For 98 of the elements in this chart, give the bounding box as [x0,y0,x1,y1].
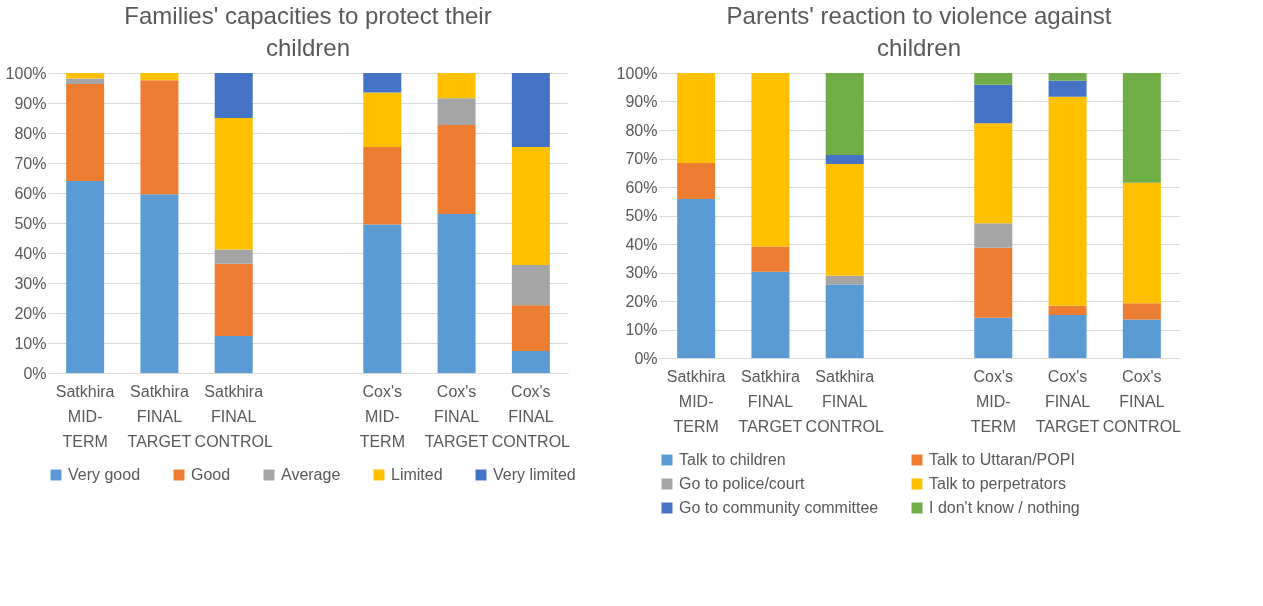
y-tick-label: 30% [14,274,47,292]
bar [677,198,716,358]
chart-title: Parents' reaction to violence against children [726,2,1112,61]
bar [825,284,864,358]
legend-label: Very limited [493,466,576,483]
bar [437,73,476,99]
bar [363,92,402,148]
bar [214,73,253,118]
y-tick-label: 40% [625,235,658,253]
bar [214,336,253,373]
bar [140,194,179,373]
y-tick-label: 10% [14,334,47,352]
bar [214,249,253,264]
bar [1048,80,1087,97]
y-tick-label: 80% [14,124,47,142]
bar [825,275,864,285]
x-tick-label: Satkhira FINAL TARGET [738,367,803,435]
bar [214,263,253,337]
bar [751,73,790,247]
bar [214,118,253,250]
bar [974,247,1013,318]
x-tick-label: Satkhira MID-TERM [55,382,115,450]
bar [751,271,790,358]
bar [66,84,105,181]
bar [825,155,864,164]
x-tick-label: Cox's FINAL TARGET [1035,367,1100,435]
bar [363,73,402,93]
bar [363,224,402,373]
y-tick-label: 0% [634,349,658,367]
legend-label: Talk to children [679,451,786,468]
chart-title: Families' capacities to protect their children [124,2,492,61]
y-tick-label: 100% [5,64,47,82]
legend-label: Very good [68,466,141,483]
y-tick-label: 100% [616,64,658,82]
y-tick-label: 20% [14,304,47,322]
x-tick-label: Cox's FINAL TARGET [424,382,489,450]
legend-label: I don't know / nothing [929,499,1080,516]
y-tick-label: 0% [23,364,47,382]
y-tick-label: 50% [625,207,658,224]
y-tick-label: 50% [14,214,47,232]
bar [1122,73,1161,183]
bar [437,214,476,373]
legend-label: Average [281,466,341,483]
legend-label: Good [191,466,231,483]
bar [1122,182,1161,304]
bar [511,147,550,265]
bar [974,84,1013,124]
bar [511,305,550,352]
legend-label: Go to police/court [679,475,805,492]
bar [825,73,864,156]
x-tick-label: Cox's FINAL CONTROL [1102,367,1182,435]
bar [66,181,105,373]
bar [1048,314,1087,358]
y-tick-label: 20% [625,292,658,310]
bar [1048,73,1087,81]
bar [677,73,716,164]
y-tick-label: 70% [14,154,47,172]
legend-label: Talk to perpetrators [929,475,1066,492]
bar [974,223,1013,248]
legend-label: Talk to Uttaran/POPI [929,451,1075,468]
x-tick-label: Satkhira MID-TERM [666,367,726,435]
bar [437,98,476,125]
x-tick-label: Satkhira FINAL CONTROL [194,382,273,450]
legend-label: Limited [391,466,443,483]
bar [66,78,105,85]
y-tick-label: 40% [14,244,47,262]
x-tick-label: Satkhira FINAL CONTROL [805,367,884,435]
x-tick-label: Cox's FINAL CONTROL [491,382,571,450]
y-tick-label: 90% [14,94,47,112]
legend-label: Go to community committee [679,499,879,516]
bar [974,317,1013,358]
x-tick-label: Cox's MID-TERM [359,382,405,450]
bar [66,73,105,79]
bar [140,80,179,195]
bar [751,246,790,272]
bar [437,124,476,214]
bar [511,351,550,373]
x-tick-label: Cox's MID-TERM [970,367,1016,435]
y-tick-label: 30% [625,264,658,281]
y-tick-label: 10% [625,321,658,338]
bar [511,73,550,148]
bar [974,123,1013,224]
y-tick-label: 60% [625,178,658,196]
y-tick-label: 70% [625,150,658,167]
bar [825,163,864,276]
bar [363,147,402,225]
y-tick-label: 90% [625,93,658,110]
bar [1122,303,1161,320]
y-tick-label: 80% [625,121,658,139]
bar [1048,96,1087,306]
bar [140,73,179,81]
bar [1122,319,1161,358]
bar [974,73,1013,85]
bar [1048,305,1087,315]
x-tick-label: Satkhira FINAL TARGET [127,382,192,450]
y-tick-label: 60% [14,184,47,202]
bar [511,265,550,306]
bar [677,163,716,199]
